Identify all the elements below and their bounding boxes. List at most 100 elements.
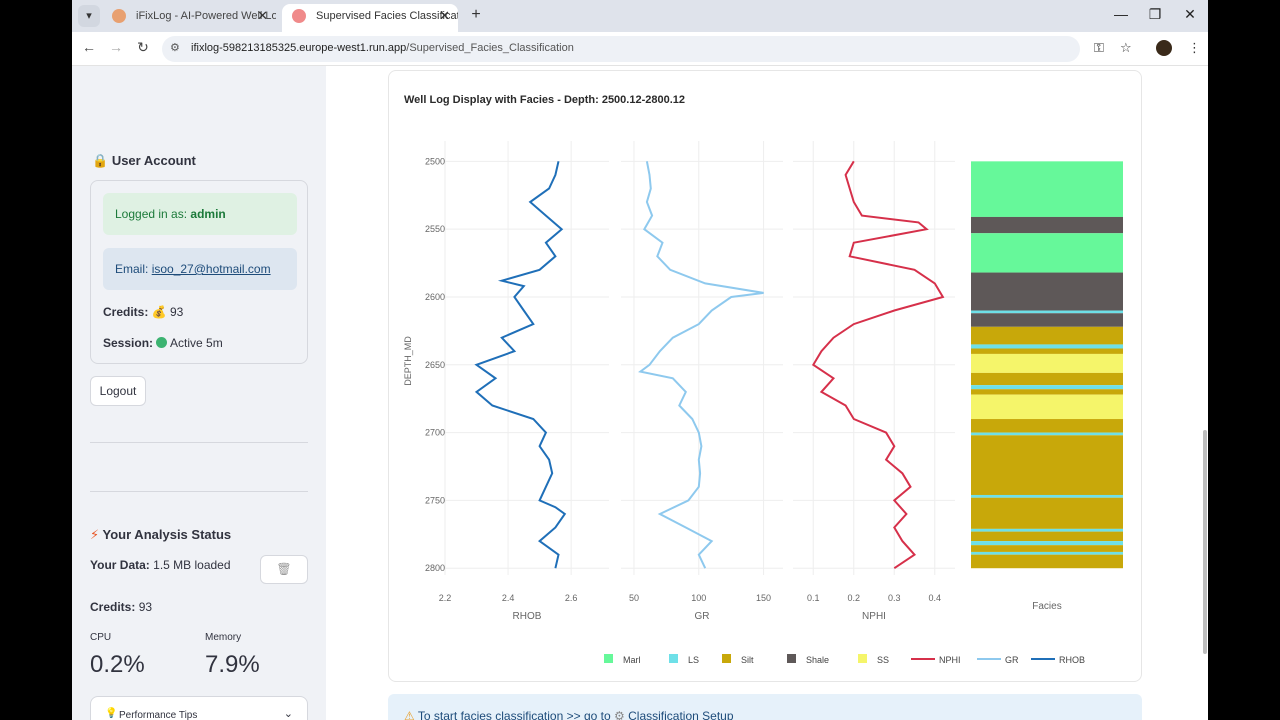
close-tab-icon[interactable]: ✕ (257, 8, 268, 23)
lightning-icon: ⚡ (90, 527, 100, 542)
y-tick-label: 2500 (425, 156, 445, 166)
facies-interval (971, 497, 1123, 529)
tab-ifixlog[interactable]: iFixLog - AI-Powered Well Log A ✕ (102, 4, 276, 32)
app-favicon-icon (292, 9, 306, 23)
legend-label: Silt (741, 655, 754, 665)
facies-interval (971, 432, 1123, 436)
y-tick-label: 2800 (425, 563, 445, 573)
tab-supervised-facies[interactable]: Supervised Facies Classification ✕ (282, 4, 458, 32)
y-axis-label: DEPTH_MD (403, 336, 413, 386)
password-key-icon[interactable]: ⚿ (1094, 40, 1104, 55)
facies-interval (971, 348, 1123, 354)
x-tick-label: 2.2 (439, 593, 452, 603)
warning-icon: ⚠ (404, 709, 415, 720)
url-text: ifixlog-598213185325.europe-west1.run.ap… (191, 42, 574, 54)
email-alert: Email: isoo_27@hotmail.com (103, 248, 297, 290)
rhob-curve (474, 161, 567, 569)
credits-summary: Credits: 93 (90, 600, 153, 614)
x-tick-label: 0.3 (888, 593, 901, 603)
facies-interval (971, 554, 1123, 569)
legend-label: NPHI (939, 655, 961, 665)
close-window-icon[interactable]: ✕ (1184, 6, 1196, 22)
logged-in-alert: Logged in as: admin (103, 193, 297, 235)
sidebar: 🔒 User Account Logged in as: admin Email… (72, 66, 326, 720)
x-tick-label: 150 (756, 593, 771, 603)
tab-strip: ▾ iFixLog - AI-Powered Well Log A ✕ Supe… (72, 0, 1208, 32)
y-tick-label: 2750 (425, 495, 445, 505)
facies-interval (971, 435, 1123, 495)
chevron-down-icon: ⌄ (283, 708, 293, 720)
performance-tips-expander[interactable]: 💡 Performance Tips ⌄ (90, 696, 308, 720)
legend-swatch (858, 654, 867, 663)
info-banner: ⚠ To start facies classification >> go t… (388, 694, 1142, 720)
facies-interval (971, 326, 1123, 345)
analysis-status-heading: ⚡ Your Analysis Status (90, 527, 232, 542)
green-circle-icon (156, 337, 168, 348)
tab-title: iFixLog - AI-Powered Well Log A (136, 10, 276, 22)
ifixlog-favicon-icon (112, 9, 126, 23)
x-tick-label: 0.1 (807, 593, 820, 603)
legend-swatch (604, 654, 613, 663)
lightbulb-icon: 💡 (105, 708, 118, 719)
track-xlabel: NPHI (862, 611, 886, 622)
track-xlabel: RHOB (513, 611, 542, 622)
facies-interval (971, 551, 1123, 555)
address-bar[interactable]: ⚙ ifixlog-598213185325.europe-west1.run.… (162, 36, 1080, 62)
logout-button[interactable]: Logout (90, 376, 146, 406)
reload-icon[interactable]: ↻ (137, 39, 149, 55)
restore-icon[interactable]: ❐ (1148, 6, 1162, 22)
cpu-label: CPU (90, 632, 112, 643)
facies-interval (971, 494, 1123, 498)
email-link[interactable]: isoo_27@hotmail.com (151, 262, 271, 276)
legend-swatch (787, 654, 796, 663)
facies-interval (971, 344, 1123, 349)
main-content: Well Log Display with Facies - Depth: 25… (326, 66, 1208, 720)
nphi-curve (811, 160, 945, 570)
cpu-value: 0.2% (90, 651, 145, 678)
tab-search-icon[interactable]: ▾ (78, 5, 100, 27)
menu-kebab-icon[interactable]: ⋮ (1188, 40, 1201, 55)
facies-interval (971, 313, 1123, 327)
legend-label: Shale (806, 655, 829, 665)
y-tick-label: 2700 (425, 428, 445, 438)
close-tab-icon[interactable]: ✕ (439, 8, 450, 23)
well-log-chart[interactable]: Well Log Display with Facies - Depth: 25… (389, 71, 1143, 683)
facies-interval (971, 394, 1123, 420)
x-tick-label: 100 (691, 593, 706, 603)
page-scrollbar[interactable] (1203, 430, 1207, 654)
classification-setup-link[interactable]: Classification Setup (628, 709, 734, 720)
x-tick-label: 2.6 (565, 593, 578, 603)
facies-interval (971, 310, 1123, 314)
credits-line: Credits: 💰 93 (103, 305, 184, 319)
x-tick-label: 0.4 (928, 593, 941, 603)
money-bag-icon: 💰 (151, 305, 167, 319)
back-icon[interactable]: ← (82, 39, 96, 55)
trash-icon: 🗑 (276, 562, 292, 576)
y-tick-label: 2650 (425, 360, 445, 370)
facies-interval (971, 161, 1123, 217)
well-log-chart-card: Well Log Display with Facies - Depth: 25… (388, 70, 1142, 682)
bookmark-star-icon[interactable]: ☆ (1120, 40, 1132, 55)
forward-icon[interactable]: → (109, 39, 123, 55)
legend-label: GR (1005, 655, 1019, 665)
browser-window: ▾ iFixLog - AI-Powered Well Log A ✕ Supe… (72, 0, 1208, 720)
session-line: Session: Active 5m (103, 336, 223, 350)
legend-label: SS (877, 655, 889, 665)
facies-interval (971, 216, 1123, 234)
clear-data-button[interactable]: 🗑 (260, 555, 308, 584)
divider (90, 442, 308, 443)
facies-interval (971, 372, 1123, 386)
minimize-icon[interactable]: — (1114, 6, 1128, 22)
legend-label: Marl (623, 655, 641, 665)
new-tab-icon[interactable]: + (471, 6, 481, 23)
facies-interval (971, 353, 1123, 373)
your-data-line: Your Data: 1.5 MB loaded (90, 558, 231, 572)
profile-avatar[interactable] (1156, 40, 1172, 56)
memory-value: 7.9% (205, 651, 260, 678)
legend-label: RHOB (1059, 655, 1085, 665)
navigation-bar: ← → ↻ ⚙ ifixlog-598213185325.europe-west… (72, 32, 1208, 66)
username: admin (190, 207, 226, 221)
site-info-icon[interactable]: ⚙ (170, 42, 180, 54)
legend-label: LS (688, 655, 699, 665)
legend-swatch (722, 654, 731, 663)
